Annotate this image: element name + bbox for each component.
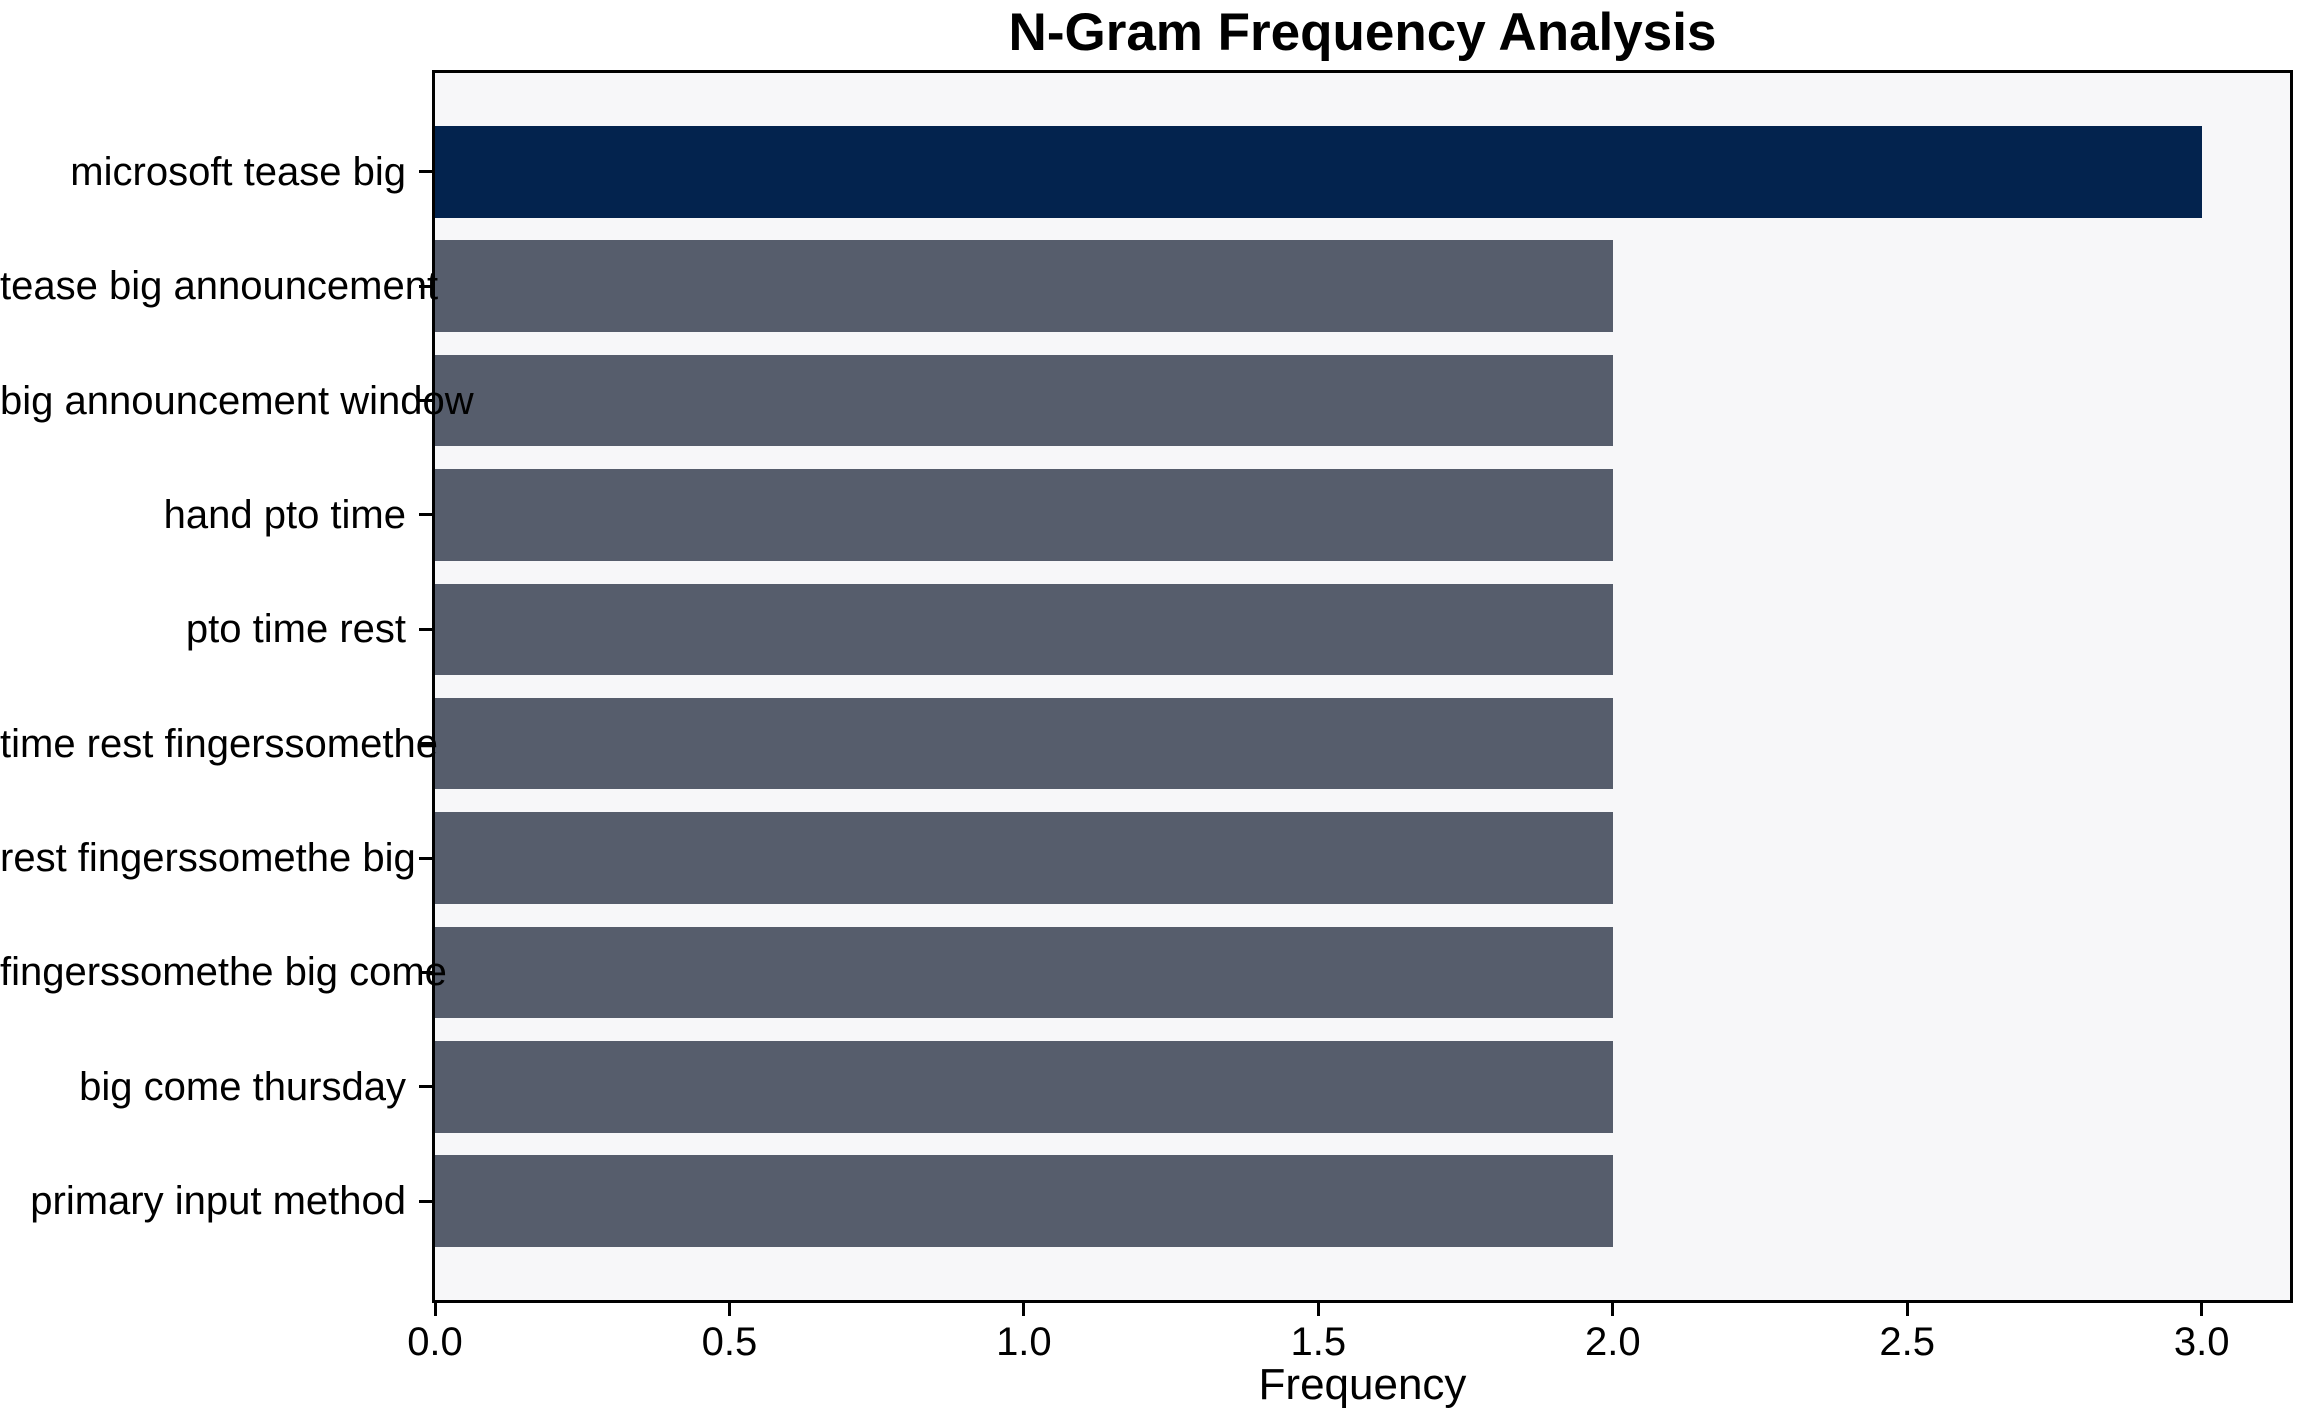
y-tick-mark [419, 856, 432, 860]
y-tick-mark [419, 627, 432, 631]
bar [435, 240, 1613, 332]
y-tick-mark [419, 284, 432, 288]
x-tick-mark [1905, 1303, 1909, 1316]
y-tick-label: primary input method [30, 1179, 406, 1224]
y-tick-label: big come thursday [79, 1064, 406, 1109]
y-tick-mark [419, 170, 432, 174]
y-tick-mark [419, 513, 432, 517]
x-tick-mark [1022, 1303, 1026, 1316]
bar [435, 926, 1613, 1019]
x-tick-label: 2.0 [1584, 1320, 1641, 1364]
x-tick-label: 1.0 [996, 1320, 1052, 1364]
y-tick-label: time rest fingerssomethe [0, 721, 438, 766]
bar [435, 469, 1613, 561]
y-tick-label: tease big announcement [0, 264, 439, 309]
y-tick-mark [419, 399, 432, 403]
bar [435, 354, 1613, 447]
x-tick-mark [727, 1303, 731, 1316]
bar [435, 1155, 1613, 1247]
x-tick-mark [1611, 1303, 1615, 1316]
y-tick-label: hand pto time [163, 492, 406, 537]
x-tick-label: 0.5 [701, 1320, 758, 1364]
bar [435, 1041, 1613, 1133]
bar [435, 126, 2202, 218]
y-tick-label: big announcement window [0, 378, 474, 423]
plot-area [432, 70, 2293, 1303]
y-tick-label: microsoft tease big [70, 149, 406, 194]
y-tick-mark [419, 1085, 432, 1089]
chart-title: N-Gram Frequency Analysis [1008, 3, 1717, 62]
x-tick-mark [433, 1303, 437, 1316]
x-tick-mark [1316, 1303, 1320, 1316]
y-tick-label: fingerssomethe big come [0, 950, 447, 995]
x-axis-title: Frequency [1258, 1360, 1467, 1409]
bar [435, 812, 1613, 904]
y-tick-mark [419, 742, 432, 746]
y-tick-mark [419, 1199, 432, 1203]
x-tick-mark [2200, 1303, 2204, 1316]
x-tick-label: 3.0 [2173, 1320, 2230, 1364]
bar [435, 697, 1613, 790]
x-tick-label: 2.5 [1879, 1320, 1936, 1364]
y-tick-label: pto time rest [185, 607, 406, 652]
bar [435, 583, 1613, 676]
x-tick-label: 1.5 [1290, 1320, 1347, 1364]
x-tick-label: 0.0 [407, 1320, 463, 1364]
y-tick-mark [419, 970, 432, 974]
y-tick-label: rest fingerssomethe big [0, 836, 416, 881]
